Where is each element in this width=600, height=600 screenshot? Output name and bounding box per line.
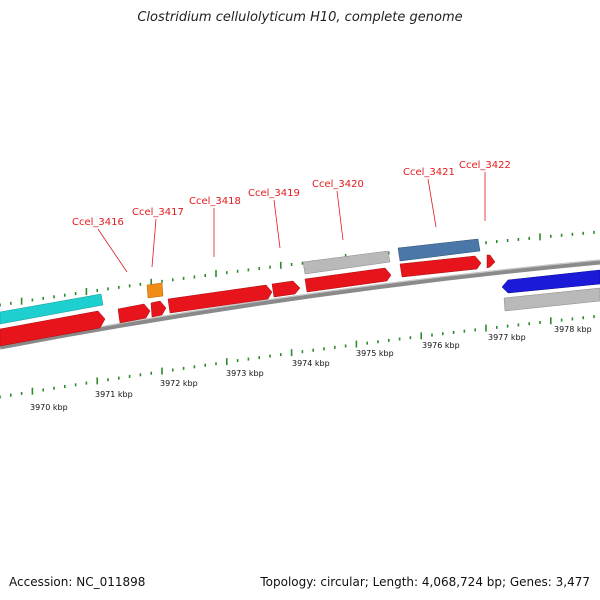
gene-label[interactable]: Ccel_3419 [248, 188, 300, 199]
gene-leader-line [273, 199, 281, 249]
gene-arrow-cds[interactable] [0, 310, 106, 347]
genome-summary-text: Topology: circular; Length: 4,068,724 bp… [260, 575, 590, 589]
gene-label[interactable]: Ccel_3418 [189, 196, 241, 207]
gene-arrow-cds[interactable] [117, 303, 151, 324]
position-label: 3976 kbp [422, 341, 460, 350]
feature-track [0, 238, 600, 347]
gene-label[interactable]: Ccel_3417 [132, 207, 184, 218]
gene-leader-line [151, 218, 157, 268]
accession-text: Accession: NC_011898 [9, 575, 146, 589]
position-label: 3977 kbp [488, 333, 526, 342]
cyan-feature[interactable] [0, 293, 104, 325]
position-label: 3974 kbp [292, 359, 330, 368]
gene-leader-line [97, 228, 128, 273]
gene-arrow-cds[interactable] [399, 255, 482, 278]
gene-arrow-cds[interactable] [271, 280, 301, 298]
gene-label[interactable]: Ccel_3416 [72, 217, 124, 228]
blue-feature[interactable] [501, 269, 600, 294]
inner-tick-track [0, 315, 595, 399]
steelblue-feature[interactable] [397, 238, 481, 262]
outer-tick-track [0, 230, 595, 307]
orange-feature[interactable] [146, 282, 164, 299]
gene-arrow-cds[interactable] [150, 300, 167, 318]
gene-leader-line [427, 178, 437, 228]
map-title: Clostridium cellulolyticum H10, complete… [137, 10, 463, 25]
gene-label[interactable]: Ccel_3421 [403, 167, 455, 178]
gene-label[interactable]: Ccel_3420 [312, 179, 364, 190]
gene-arrow-cds[interactable] [167, 284, 273, 314]
position-label-group: 3970 kbp 3971 kbp 3972 kbp 3973 kbp 3974 kbp… [30, 325, 592, 412]
position-label: 3973 kbp [226, 369, 264, 378]
grey-feature[interactable] [302, 250, 391, 275]
gene-leader-line [336, 190, 344, 241]
gene-label[interactable]: Ccel_3422 [459, 160, 511, 171]
genome-backbone [0, 259, 600, 350]
grey-feature[interactable] [503, 287, 600, 312]
position-label: 3975 kbp [356, 349, 394, 358]
gene-arrow-cds[interactable] [486, 254, 496, 269]
position-label: 3972 kbp [160, 379, 198, 388]
position-label: 3970 kbp [30, 403, 68, 412]
position-label: 3971 kbp [95, 390, 133, 399]
position-label: 3978 kbp [554, 325, 592, 334]
gene-label-group: Ccel_3416 Ccel_3417 Ccel_3418 Ccel_3419 Ccel… [72, 160, 511, 228]
gene-label-leaders [97, 172, 486, 273]
gene-arrow-cds[interactable] [304, 267, 392, 293]
